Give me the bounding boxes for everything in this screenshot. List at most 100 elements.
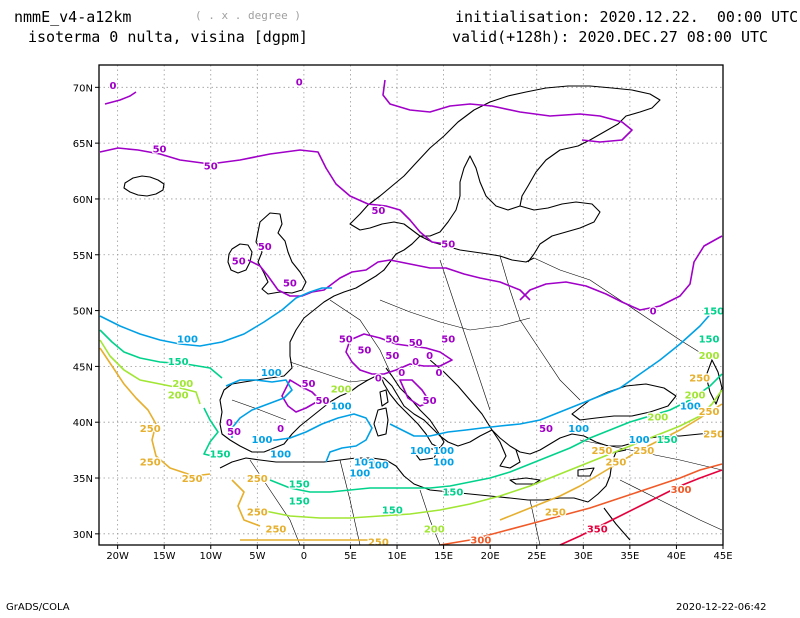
border-line bbox=[579, 439, 723, 471]
contour-label: 100 bbox=[680, 401, 701, 412]
contour-50 bbox=[399, 379, 431, 407]
lon-tick-labels: 20W 15W 10W 5W 0 5E 10E 15E 20E 25E 30E 35E 40E 45E bbox=[106, 545, 733, 562]
contour-label: 100 bbox=[354, 457, 375, 468]
contour-label: 200 bbox=[168, 390, 189, 401]
contour-label: 150 bbox=[289, 480, 310, 491]
lon-tick-label: 20W bbox=[106, 551, 129, 562]
contour-label: 250 bbox=[591, 446, 612, 457]
cyprus-coast bbox=[577, 467, 595, 477]
red-sea-coast bbox=[603, 507, 631, 541]
contour-label: 100 bbox=[629, 435, 650, 446]
units-label: ( . x . degree ) bbox=[195, 9, 301, 22]
contour-label: 100 bbox=[252, 435, 273, 446]
contour-label: 100 bbox=[331, 401, 352, 412]
contour-50 bbox=[281, 379, 321, 413]
contour-50 bbox=[345, 333, 453, 375]
lat-tick-label: 40N bbox=[73, 418, 93, 429]
caspian-coast bbox=[705, 359, 723, 405]
contour-label: 50 bbox=[316, 396, 330, 407]
map-background bbox=[99, 65, 723, 545]
lat-tick-label: 30N bbox=[73, 530, 93, 541]
contour-label: 50 bbox=[539, 424, 553, 435]
contour-label: 100 bbox=[568, 424, 589, 435]
contour-label: 200 bbox=[647, 413, 668, 424]
lat-tick-label: 50N bbox=[73, 307, 93, 318]
britain-coast bbox=[255, 212, 307, 295]
contour-label: 250 bbox=[247, 508, 268, 519]
contour-200 bbox=[99, 339, 723, 519]
contour-label: 150 bbox=[168, 357, 189, 368]
contour-label: 250 bbox=[605, 457, 626, 468]
sicily-coast bbox=[413, 447, 439, 461]
lon-tick-label: 40E bbox=[667, 551, 686, 562]
border-line bbox=[289, 361, 369, 383]
contour-label: 150 bbox=[289, 496, 310, 507]
contour-label: 150 bbox=[703, 307, 724, 318]
lon-tick-label: 20E bbox=[481, 551, 500, 562]
contour-label: 0 bbox=[398, 368, 405, 379]
contour-label: 50 bbox=[232, 256, 246, 267]
footer-timestamp: 2020-12-22-06:42 bbox=[676, 602, 767, 613]
ireland-coast bbox=[227, 243, 253, 274]
contour-label: 0 bbox=[650, 307, 657, 318]
border-line bbox=[339, 459, 361, 545]
model-title: nmmE_v4-a12km bbox=[14, 8, 132, 26]
contour-100 bbox=[99, 287, 715, 463]
lon-tick-label: 45E bbox=[713, 551, 732, 562]
contour-label: 50 bbox=[283, 279, 297, 290]
contour-label: 50 bbox=[441, 334, 455, 345]
border-line bbox=[419, 489, 441, 545]
contour-label: 0 bbox=[435, 368, 442, 379]
contour-label: 50 bbox=[339, 334, 353, 345]
contour-label: 250 bbox=[703, 429, 724, 440]
contour-label: 50 bbox=[258, 242, 272, 253]
contour-label: 150 bbox=[382, 505, 403, 516]
contour-label: 250 bbox=[140, 457, 161, 468]
coastlines bbox=[123, 85, 723, 541]
contour-label: 50 bbox=[371, 206, 385, 217]
lat-tick-label: 60N bbox=[73, 195, 93, 206]
contour-label: 100 bbox=[261, 368, 282, 379]
contour-label: 250 bbox=[368, 538, 389, 549]
border-line bbox=[379, 299, 531, 331]
iceland-coast bbox=[123, 175, 165, 197]
lon-tick-label: 15W bbox=[153, 551, 176, 562]
border-line bbox=[249, 459, 301, 545]
valid-time: valid(+128h): 2020.DEC.27 08:00 UTC bbox=[452, 28, 769, 46]
contour-label: 50 bbox=[409, 338, 423, 349]
contour-label: 250 bbox=[140, 424, 161, 435]
contour-250 bbox=[99, 347, 723, 541]
contour-label: 50 bbox=[385, 334, 399, 345]
contour-label: 300 bbox=[671, 485, 692, 496]
contour-label: 250 bbox=[545, 508, 566, 519]
contour-label: 100 bbox=[368, 461, 389, 472]
corsica-coast bbox=[379, 389, 389, 407]
contour-label: 100 bbox=[177, 334, 198, 345]
contour-150 bbox=[99, 329, 723, 493]
lat-tick-label: 35N bbox=[73, 474, 93, 485]
africa-coast bbox=[219, 457, 589, 503]
contour-label: 200 bbox=[424, 524, 445, 535]
contour-50 bbox=[99, 147, 531, 301]
lon-tick-label: 10E bbox=[388, 551, 407, 562]
contour-0 bbox=[104, 79, 723, 311]
contour-label: 50 bbox=[302, 379, 316, 390]
lat-tick-label: 65N bbox=[73, 139, 93, 150]
footer-software: GrADS/COLA bbox=[6, 602, 70, 613]
baltic-east-coast bbox=[519, 201, 601, 263]
contour-label: 50 bbox=[204, 161, 218, 172]
contour-label: 0 bbox=[375, 374, 382, 385]
baltic-south-coast bbox=[419, 235, 535, 263]
lon-tick-label: 5W bbox=[249, 551, 265, 562]
contour-label: 200 bbox=[685, 390, 706, 401]
contour-label: 50 bbox=[423, 396, 437, 407]
contour-label: 0 bbox=[277, 424, 284, 435]
crete-coast bbox=[509, 477, 541, 485]
border-line bbox=[231, 399, 287, 421]
contour-label: 0 bbox=[426, 351, 433, 362]
contour-label: 200 bbox=[699, 351, 720, 362]
contour-label: 150 bbox=[699, 334, 720, 345]
lon-tick-label: 10W bbox=[199, 551, 222, 562]
contour-label: 250 bbox=[266, 524, 287, 535]
